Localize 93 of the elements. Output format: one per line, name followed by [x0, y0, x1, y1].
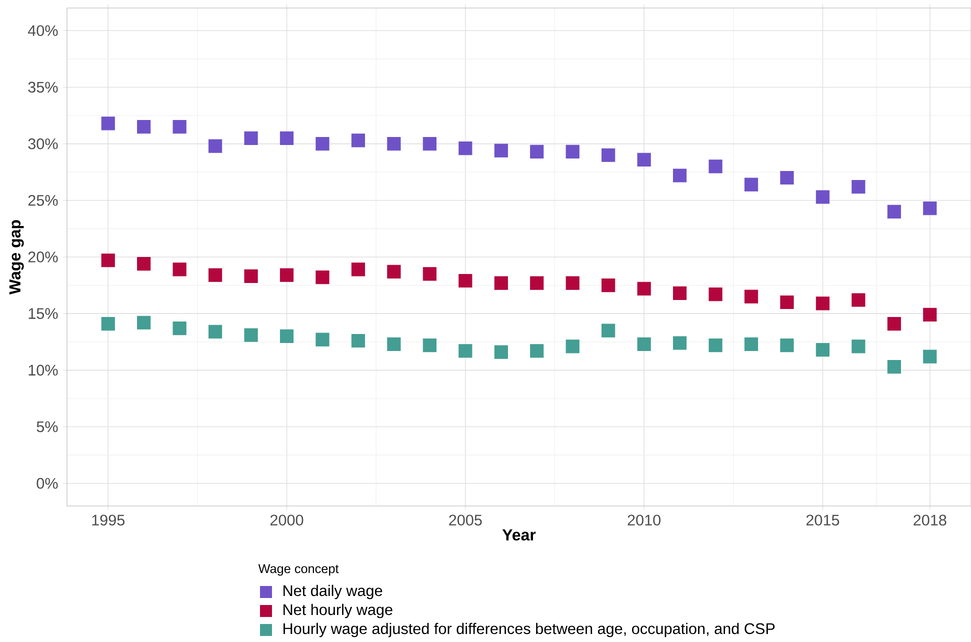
point [316, 332, 330, 346]
y-axis-title: Wage gap [9, 220, 24, 294]
y-tick-label: 5% [36, 421, 58, 432]
point [422, 338, 436, 352]
point [852, 293, 866, 307]
point [244, 131, 258, 145]
point [602, 148, 616, 162]
point [744, 178, 758, 192]
point [852, 180, 866, 194]
point [780, 170, 794, 185]
point [602, 324, 616, 338]
point [708, 338, 722, 352]
point [422, 137, 436, 151]
point [316, 270, 330, 284]
point [137, 316, 151, 330]
point [816, 296, 830, 310]
y-tick-label: 25% [28, 194, 58, 206]
point [637, 337, 651, 351]
x-tick-label: 1995 [92, 514, 125, 526]
point [208, 324, 222, 338]
point [172, 321, 186, 336]
point [780, 295, 794, 310]
y-tick-label: 20% [28, 252, 58, 262]
point [887, 360, 901, 374]
point [566, 144, 580, 159]
point [101, 316, 115, 331]
point [244, 269, 258, 284]
point [887, 204, 901, 219]
point [744, 337, 758, 351]
x-tick-label: 2005 [449, 514, 482, 526]
point [744, 290, 758, 304]
point [672, 286, 687, 300]
point [530, 144, 544, 159]
x-tick-label: 2015 [806, 514, 840, 526]
point [852, 340, 866, 354]
point [923, 350, 937, 364]
point [137, 120, 151, 134]
point [708, 160, 722, 174]
x-axis-title: Year [502, 529, 536, 541]
point [494, 276, 508, 290]
point [101, 116, 115, 130]
point [208, 139, 222, 153]
point [494, 345, 508, 359]
y-tick-label: 35% [28, 82, 58, 93]
point [637, 282, 651, 296]
y-tick-label: 40% [28, 25, 58, 36]
point [351, 262, 366, 276]
point [602, 278, 616, 292]
point [316, 137, 330, 151]
point [566, 276, 580, 290]
point [280, 131, 294, 145]
point [137, 256, 151, 271]
point [280, 329, 294, 344]
point [208, 268, 222, 282]
legend-title: Wage concept [258, 564, 339, 576]
point [422, 267, 436, 281]
point [101, 254, 115, 268]
point [172, 120, 186, 134]
point [351, 334, 366, 348]
y-tick-label: 0% [36, 478, 58, 489]
point [458, 274, 472, 288]
x-tick-label: 2010 [628, 514, 661, 526]
point [672, 168, 687, 182]
point [172, 262, 186, 276]
point [458, 344, 472, 358]
point [816, 190, 830, 204]
point [816, 342, 830, 357]
legend-label: Net daily wage [284, 584, 382, 600]
point [458, 142, 472, 156]
point [923, 202, 937, 216]
x-tick-label: 2000 [270, 514, 304, 526]
x-tick-label: 2018 [914, 514, 946, 526]
point [280, 268, 294, 282]
y-tick-label: 30% [28, 138, 58, 150]
point [387, 137, 401, 151]
point [887, 316, 901, 331]
point [923, 308, 937, 322]
point [530, 344, 544, 358]
point [708, 288, 722, 302]
point [494, 144, 508, 158]
point [672, 336, 687, 350]
point [530, 276, 544, 290]
legend-label: Hourly wage adjusted for differences between age, occupation, and CSP [284, 622, 775, 638]
point [566, 340, 580, 354]
y-tick-label: 15% [28, 308, 58, 319]
point [637, 152, 651, 166]
point [387, 264, 401, 279]
legend-label: Net hourly wage [284, 604, 392, 618]
y-tick-label: 10% [28, 364, 58, 376]
point [244, 328, 258, 342]
point [780, 338, 794, 352]
point [351, 134, 366, 148]
point [387, 337, 401, 351]
